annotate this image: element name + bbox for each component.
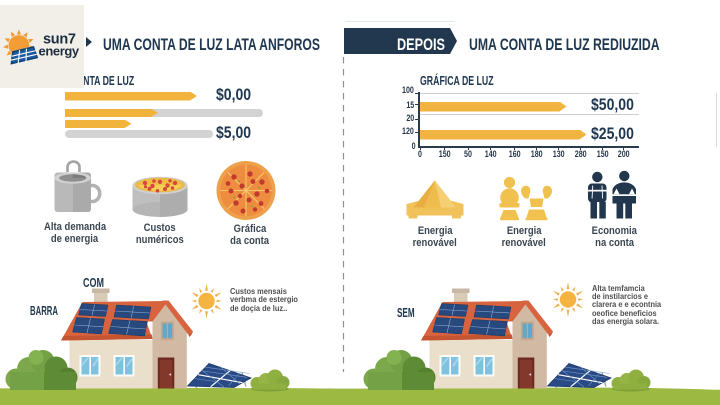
svg-text:sun7: sun7 xyxy=(43,32,76,48)
svg-text:energy: energy xyxy=(39,44,80,59)
